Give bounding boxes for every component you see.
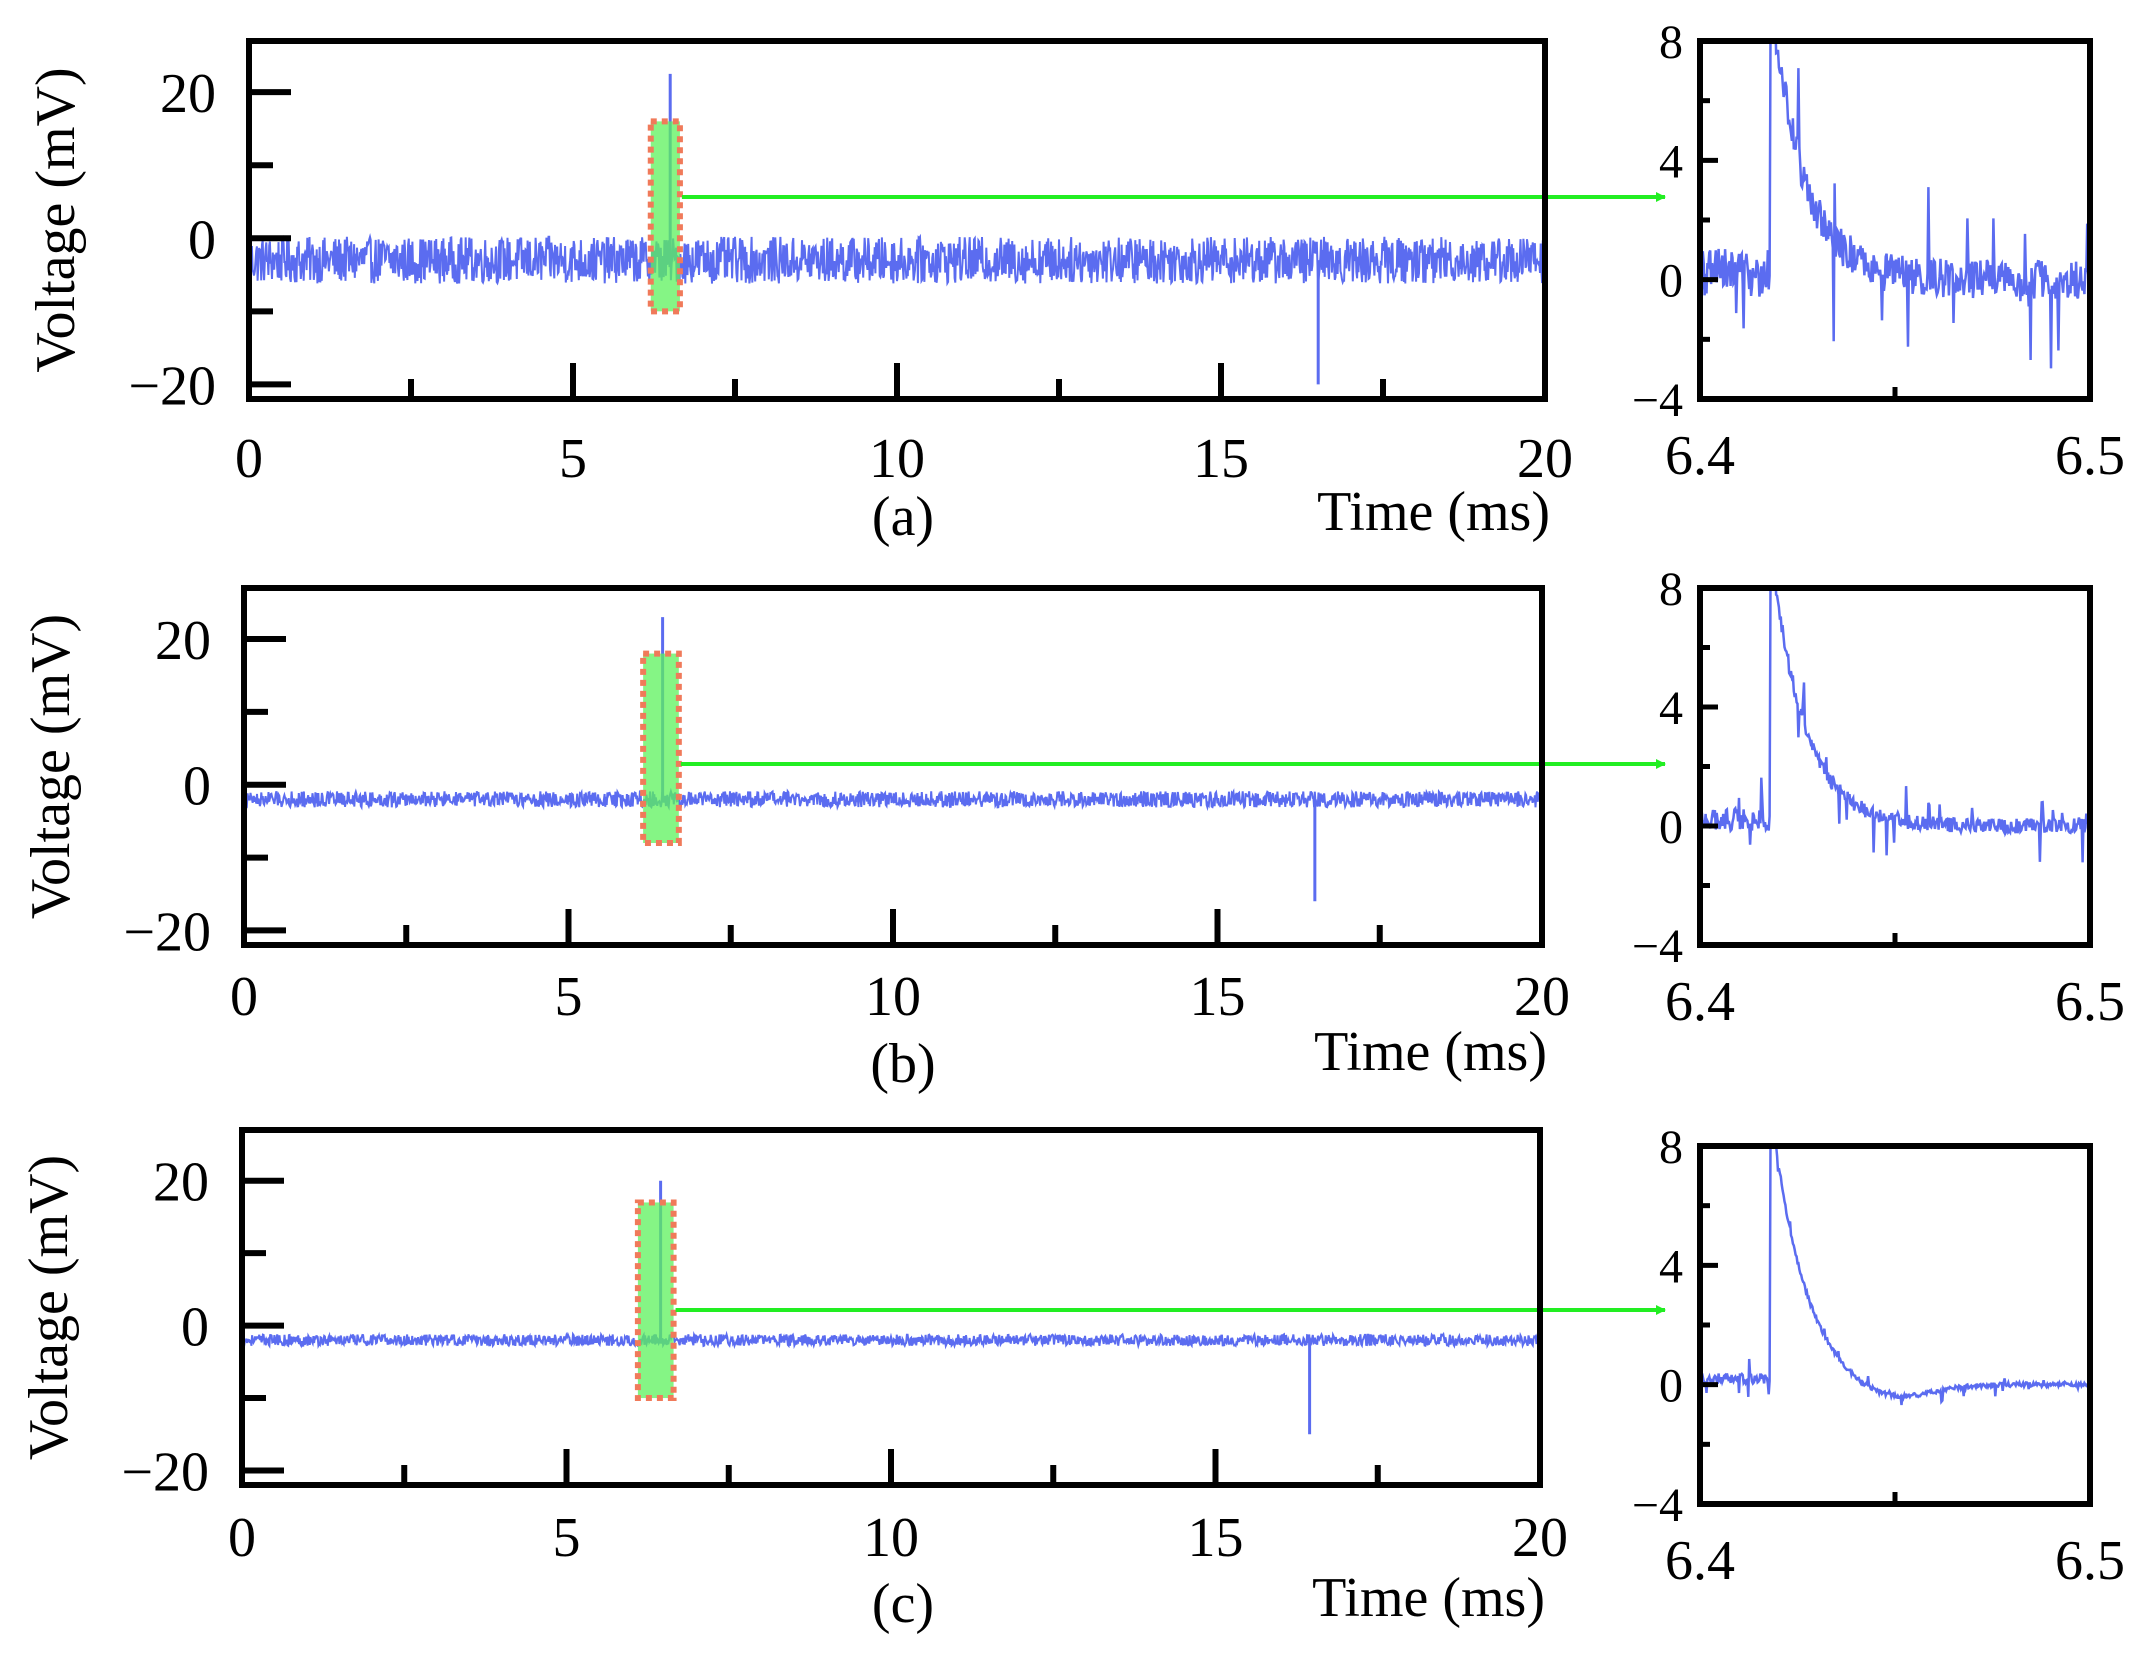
zoom-trace	[1700, 41, 2090, 369]
zoom-y-tick-label: 0	[1659, 255, 1683, 308]
panel-label: (c)	[872, 1573, 934, 1635]
zoom-x-tick-label: 6.4	[1665, 425, 1735, 487]
zoom-y-tick-label: 0	[1659, 801, 1683, 854]
highlight-region	[640, 650, 682, 846]
y-tick-label: 20	[155, 610, 211, 672]
x-tick-label: 0	[235, 428, 263, 490]
zoom-x-tick-label: 6.5	[2055, 1530, 2125, 1592]
panel-label: (b)	[870, 1033, 935, 1095]
zoom-y-tick-label: −4	[1632, 1479, 1683, 1532]
zoom-y-tick-label: −4	[1632, 920, 1683, 973]
x-axis-title: Time (ms)	[1314, 1021, 1547, 1083]
x-axis-title: Time (ms)	[1317, 481, 1550, 543]
panels: 0 5 10 15 20 20 0 −20 Voltage (mV) Time (ms) (a) 8 4…	[18, 16, 2125, 1635]
x-tick-label: 15	[1188, 1507, 1244, 1569]
zoom-x-tick-label: 6.5	[2055, 425, 2125, 487]
y-tick-label: −20	[121, 1442, 209, 1504]
y-tick-label: −20	[123, 901, 211, 963]
x-tick-label: 0	[228, 1507, 256, 1569]
x-tick-label: 5	[555, 966, 583, 1028]
x-tick-label: 10	[863, 1507, 919, 1569]
zoom-y-tick-label: 8	[1659, 563, 1683, 616]
y-tick-label: 0	[183, 756, 211, 818]
zoom-y-tick-label: −4	[1632, 374, 1683, 427]
zoom-x-tick-label: 6.4	[1665, 1530, 1735, 1592]
panel-c: 0 5 10 15 20 20 0 −20 Voltage (mV) Time (ms) (c) 8 4…	[18, 1121, 2125, 1635]
zoom-y-tick-label: 4	[1659, 682, 1683, 735]
y-axis-title: Voltage (mV)	[18, 1155, 80, 1460]
x-tick-label: 5	[553, 1507, 581, 1569]
x-tick-label: 20	[1512, 1507, 1568, 1569]
zoom-y-tick-label: 8	[1659, 16, 1683, 69]
y-tick-label: −20	[128, 355, 216, 417]
highlight-region	[647, 118, 683, 315]
zoom-x-tick-label: 6.4	[1665, 971, 1735, 1033]
signal-trace	[243, 787, 1543, 812]
zoom-plot-frame	[1697, 585, 2093, 948]
y-axis-title: Voltage (mV)	[25, 67, 87, 372]
y-tick-label: 0	[188, 209, 216, 271]
x-tick-label: 5	[559, 428, 587, 490]
zoom-trace	[1700, 1146, 2090, 1406]
x-tick-label: 0	[230, 966, 258, 1028]
y-tick-label: 0	[181, 1297, 209, 1359]
main-plot-frame	[246, 38, 1548, 402]
panel-a: 0 5 10 15 20 20 0 −20 Voltage (mV) Time (ms) (a) 8 4…	[25, 16, 2125, 548]
y-axis-title: Voltage (mV)	[20, 614, 82, 919]
zoom-x-tick-label: 6.5	[2055, 971, 2125, 1033]
y-tick-label: 20	[160, 63, 216, 125]
zoom-plot-c: 8 4 0 −46.4 6.5	[1632, 1121, 2125, 1592]
zoom-trace	[1700, 588, 2090, 863]
panel-label: (a)	[872, 486, 934, 548]
zoom-plot-frame	[1697, 1143, 2093, 1507]
highlight-region	[634, 1199, 677, 1402]
zoom-y-tick-label: 8	[1659, 1121, 1683, 1174]
zoom-y-tick-label: 4	[1659, 135, 1683, 188]
x-tick-label: 10	[869, 428, 925, 490]
x-tick-label: 10	[865, 966, 921, 1028]
zoom-y-tick-label: 4	[1659, 1240, 1683, 1293]
x-tick-label: 15	[1193, 428, 1249, 490]
main-plot-frame	[241, 585, 1545, 948]
signal-trace	[248, 232, 1546, 287]
panel-b: 0 5 10 15 20 20 0 −20 Voltage (mV) Time (ms) (b) 8 4…	[20, 563, 2125, 1095]
x-tick-label: 15	[1190, 966, 1246, 1028]
x-tick-label: 20	[1517, 428, 1573, 490]
y-tick-label: 20	[153, 1152, 209, 1214]
zoom-plot-b: 8 4 0 −46.4 6.5	[1632, 563, 2125, 1033]
signal-trace	[241, 1330, 1541, 1350]
main-plot-frame	[239, 1127, 1543, 1488]
zoom-plot-a: 8 4 0 −46.4 6.5	[1632, 16, 2125, 487]
x-axis-title: Time (ms)	[1312, 1567, 1545, 1629]
x-tick-label: 20	[1514, 966, 1570, 1028]
zoom-y-tick-label: 0	[1659, 1360, 1683, 1413]
